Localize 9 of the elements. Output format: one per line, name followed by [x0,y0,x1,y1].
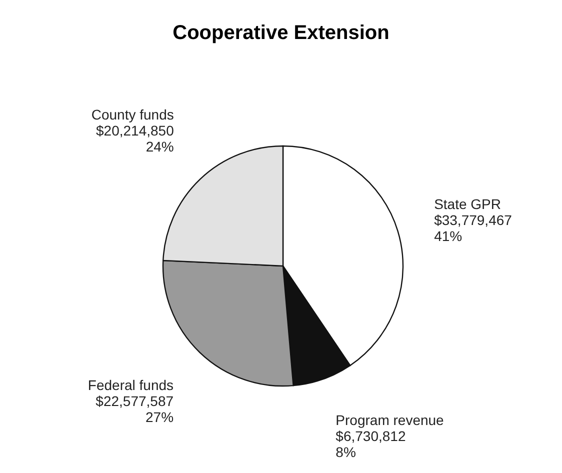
slice-label: Federal funds [88,376,174,393]
slice-label: County funds [91,106,174,123]
chart-title: Cooperative Extension [172,21,390,46]
data-label: $6,730,812 8% [336,428,406,460]
slice-label: Program revenue [336,412,444,428]
data-label: $22,577,587 27% [96,392,174,425]
data-label: $20,214,850 24% [96,122,174,155]
slice-label: State GPR [434,196,502,212]
data-label: $33,779,467 41% [434,212,512,244]
